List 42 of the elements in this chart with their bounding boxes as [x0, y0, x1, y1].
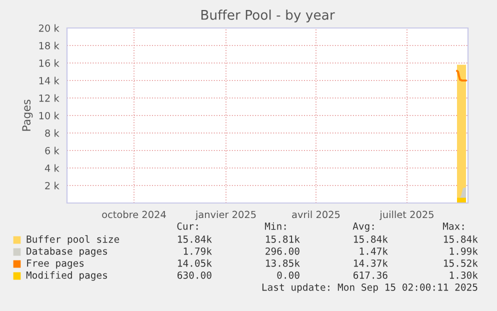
text: Last update: Mon Sep 15 02:00:11 2025 — [262, 283, 478, 293]
x-tick-label: janvier 2025 — [195, 210, 256, 220]
text: 630.00 — [178, 271, 212, 279]
y-tick-label: 12 k — [39, 94, 60, 102]
text: 296.00 — [266, 247, 300, 255]
text: 15.84k — [354, 235, 388, 243]
y-tick-label: 14 k — [39, 76, 60, 84]
text: 1.47k — [360, 247, 388, 255]
legend-label: Database pages — [26, 247, 107, 257]
text: Min: — [264, 222, 286, 230]
text: 0.00 — [277, 271, 300, 279]
text: 1.79k — [184, 247, 212, 255]
text: 1.30k — [450, 271, 478, 279]
text: 617.36 — [354, 271, 388, 279]
y-tick-label: 16 k — [39, 59, 60, 67]
x-tick-label: avril 2025 — [292, 210, 340, 218]
y-tick-label: 4 k — [44, 164, 60, 172]
line-series — [456, 70, 468, 82]
text: 15.84k — [444, 235, 478, 243]
text: 13.85k — [266, 259, 300, 267]
y-tick-label: 18 k — [39, 42, 60, 50]
x-tick-label: juillet 2025 — [380, 210, 434, 220]
y-tick-label: 10 k — [39, 112, 60, 120]
x-tick-label: octobre 2024 — [102, 210, 166, 218]
y-axis-title: Pages — [22, 100, 33, 131]
y-tick-label: 6 k — [45, 146, 60, 154]
text: Avg: — [352, 222, 374, 232]
text: 15.52k — [444, 259, 478, 267]
legend-label: Buffer pool size — [26, 235, 120, 245]
y-tick-label: 20 k — [38, 24, 60, 32]
text: 14.37k — [354, 259, 388, 267]
text: 1.99k — [450, 247, 478, 255]
text: 15.84k — [178, 235, 212, 243]
legend-label: Modified pages — [26, 271, 107, 281]
text: 15.81k — [266, 235, 300, 243]
y-tick-label: 8 k — [45, 129, 60, 137]
text: Max: — [442, 222, 464, 230]
legend-label: Free pages — [27, 260, 84, 269]
chart-title: Buffer Pool - by year — [201, 10, 335, 22]
text: 14.05k — [178, 259, 212, 267]
y-tick-label: 2 k — [45, 182, 60, 190]
text: Cur: — [177, 222, 198, 230]
